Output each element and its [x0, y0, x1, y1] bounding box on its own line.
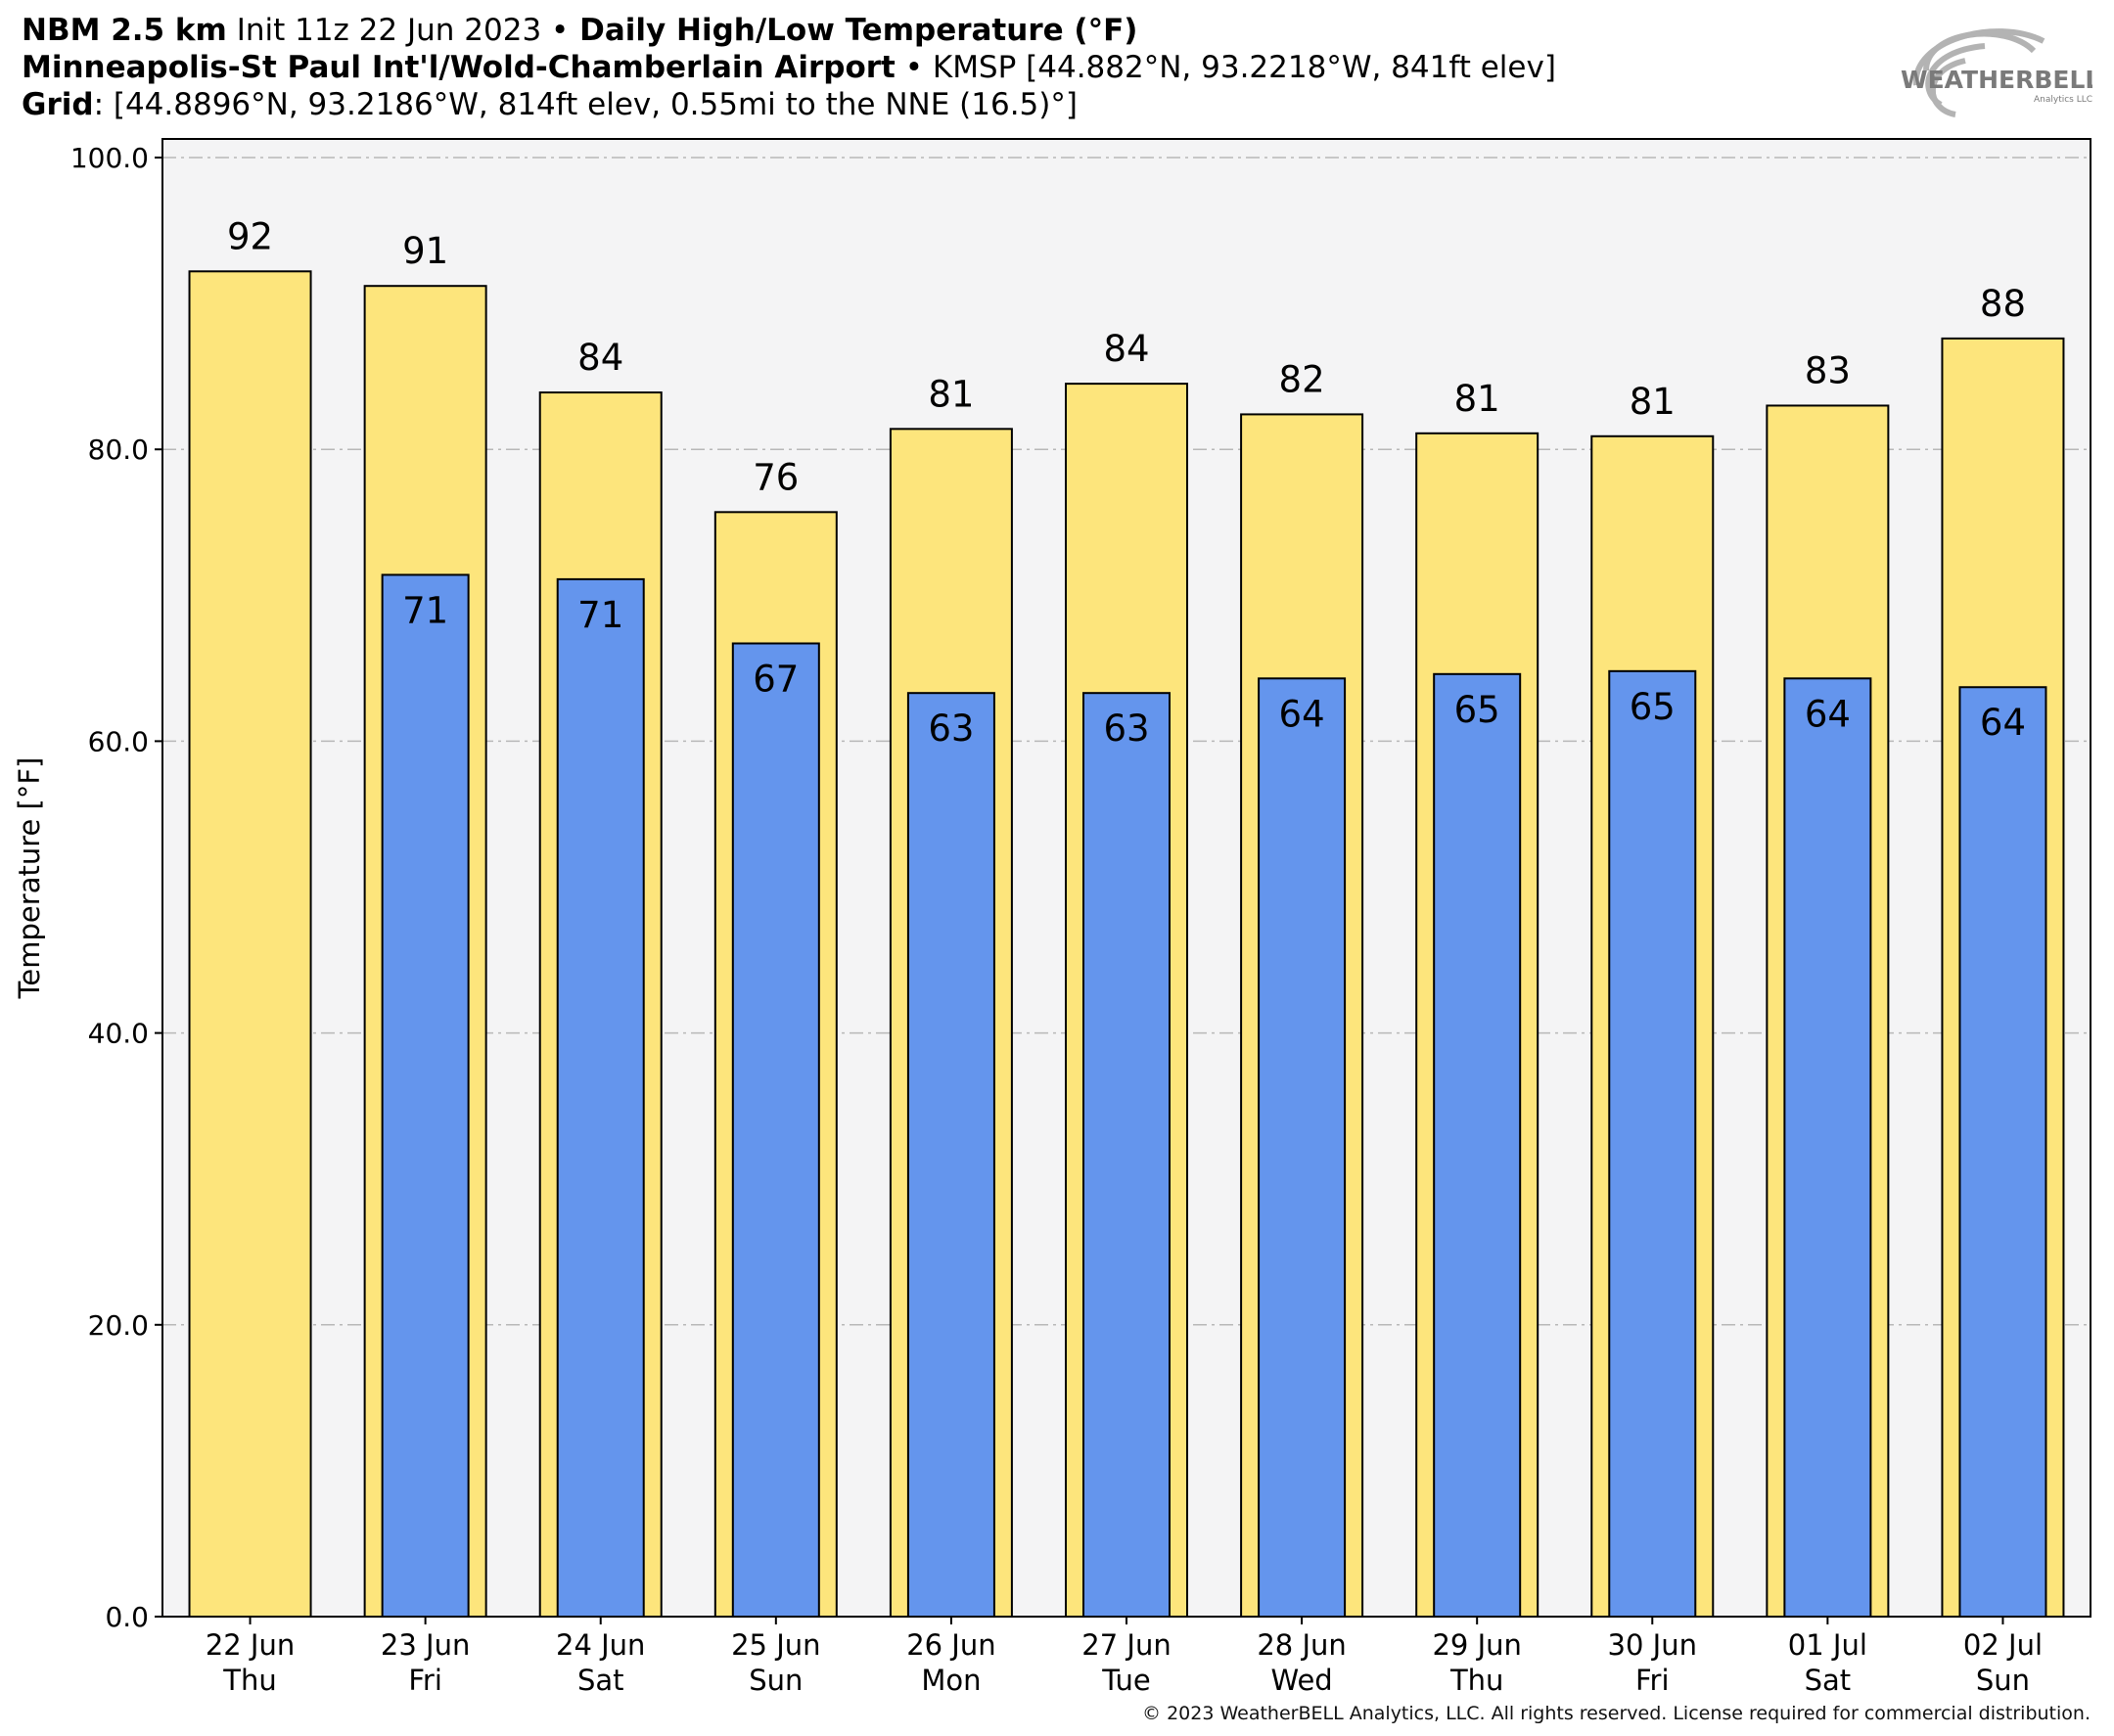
- high-temp-label: 84: [1103, 328, 1149, 370]
- high-temp-label: 83: [1805, 349, 1851, 391]
- y-tick-label: 20.0: [88, 1309, 149, 1342]
- x-tick-date: 28 Jun: [1257, 1628, 1346, 1662]
- y-tick-label: 60.0: [88, 725, 149, 757]
- low-temp-label: 63: [928, 708, 974, 750]
- model-name: NBM 2.5 km: [22, 13, 227, 48]
- y-axis: 0.0 20.0 40.0 60.0 80.0 100.0: [70, 142, 162, 1633]
- low-temp-label: 64: [1279, 693, 1325, 735]
- weatherbell-logo: WEATHERBELL Analytics LLC: [1901, 28, 2092, 117]
- low-temp-bar: [1433, 672, 1522, 1618]
- separator: •: [551, 13, 570, 48]
- bars: 92 91 71 84 71 76 67 81 63 84 63 82 64 81 65 81 65 83 64 88…: [188, 215, 2065, 1619]
- low-temp-bar: [1082, 692, 1171, 1618]
- station-details: KMSP [44.882°N, 93.2218°W, 841ft elev]: [932, 50, 1556, 85]
- low-temp-bar: [556, 577, 645, 1618]
- low-temp-label: 64: [1805, 693, 1851, 735]
- x-tick-day: Fri: [408, 1664, 442, 1697]
- x-tick-day: Tue: [1101, 1664, 1151, 1697]
- x-tick-day: Thu: [1449, 1664, 1503, 1697]
- x-tick-date: 23 Jun: [381, 1628, 470, 1662]
- low-temp-label: 71: [402, 589, 448, 631]
- x-tick-day: Sat: [577, 1664, 624, 1697]
- x-tick-date: 24 Jun: [556, 1628, 645, 1662]
- high-temp-label: 92: [227, 215, 273, 257]
- high-temp-label: 81: [928, 373, 974, 415]
- product-title: Daily High/Low Temperature (°F): [569, 13, 1138, 48]
- low-temp-label: 63: [1103, 708, 1149, 750]
- high-temp-label: 81: [1454, 378, 1500, 420]
- x-tick-day: Sun: [749, 1664, 803, 1697]
- grid-details: : [44.8896°N, 93.2186°W, 814ft elev, 0.5…: [93, 87, 1078, 122]
- low-temp-bar: [906, 692, 995, 1618]
- x-tick-day: Mon: [921, 1664, 981, 1697]
- grid-label: Grid: [22, 87, 94, 122]
- y-tick-label: 40.0: [88, 1018, 149, 1050]
- high-temp-label: 81: [1630, 381, 1676, 423]
- station-name: Minneapolis-St Paul Int'l/Wold-Chamberla…: [22, 50, 896, 85]
- high-temp-bar: [188, 270, 312, 1619]
- x-tick-date: 29 Jun: [1432, 1628, 1521, 1662]
- init-time: Init 11z 22 Jun 2023: [226, 13, 552, 48]
- high-temp-label: 76: [753, 456, 799, 498]
- low-temp-bar: [1783, 677, 1872, 1618]
- x-tick-date: 01 Jul: [1788, 1628, 1867, 1662]
- chart-header: NBM 2.5 km Init 11z 22 Jun 2023 • Daily …: [22, 12, 1556, 123]
- x-tick-day: Thu: [222, 1664, 276, 1697]
- x-tick-date: 30 Jun: [1608, 1628, 1697, 1662]
- x-tick-day: Fri: [1635, 1664, 1670, 1697]
- separator: •: [895, 50, 933, 85]
- low-temp-label: 67: [753, 659, 799, 701]
- high-temp-label: 82: [1279, 358, 1325, 400]
- header-line-3: Grid: [44.8896°N, 93.2186°W, 814ft elev,…: [22, 86, 1556, 123]
- low-temp-label: 64: [1980, 702, 2026, 744]
- low-temp-bar: [1608, 669, 1697, 1618]
- low-temp-label: 65: [1630, 686, 1676, 728]
- x-tick-day: Wed: [1270, 1664, 1332, 1697]
- y-axis-label: Temperature [°F]: [13, 757, 46, 1000]
- x-tick-day: Sat: [1805, 1664, 1852, 1697]
- low-temp-label: 71: [577, 594, 623, 636]
- high-temp-label: 91: [402, 230, 448, 272]
- low-temp-bar: [1258, 677, 1347, 1618]
- header-line-2: Minneapolis-St Paul Int'l/Wold-Chamberla…: [22, 49, 1556, 86]
- y-tick-label: 80.0: [88, 434, 149, 466]
- x-tick-date: 25 Jun: [731, 1628, 820, 1662]
- x-tick-date: 26 Jun: [906, 1628, 995, 1662]
- low-temp-bar: [731, 642, 820, 1618]
- x-tick-day: Sun: [1976, 1664, 2030, 1697]
- logo-text: WEATHERBELL: [1901, 66, 2092, 94]
- x-tick-date: 27 Jun: [1081, 1628, 1171, 1662]
- y-tick-label: 100.0: [70, 142, 149, 174]
- x-tick-date: 02 Jul: [1963, 1628, 2043, 1662]
- y-tick-label: 0.0: [105, 1601, 149, 1633]
- high-temp-label: 84: [577, 337, 623, 379]
- high-temp-label: 88: [1980, 283, 2026, 325]
- low-temp-bar: [1958, 686, 2047, 1618]
- x-tick-date: 22 Jun: [206, 1628, 295, 1662]
- logo-subtext: Analytics LLC: [2034, 95, 2092, 105]
- low-temp-bar: [381, 573, 470, 1618]
- low-temp-label: 65: [1454, 689, 1500, 731]
- copyright-notice: © 2023 WeatherBELL Analytics, LLC. All r…: [1142, 1703, 2091, 1724]
- header-line-1: NBM 2.5 km Init 11z 22 Jun 2023 • Daily …: [22, 12, 1556, 49]
